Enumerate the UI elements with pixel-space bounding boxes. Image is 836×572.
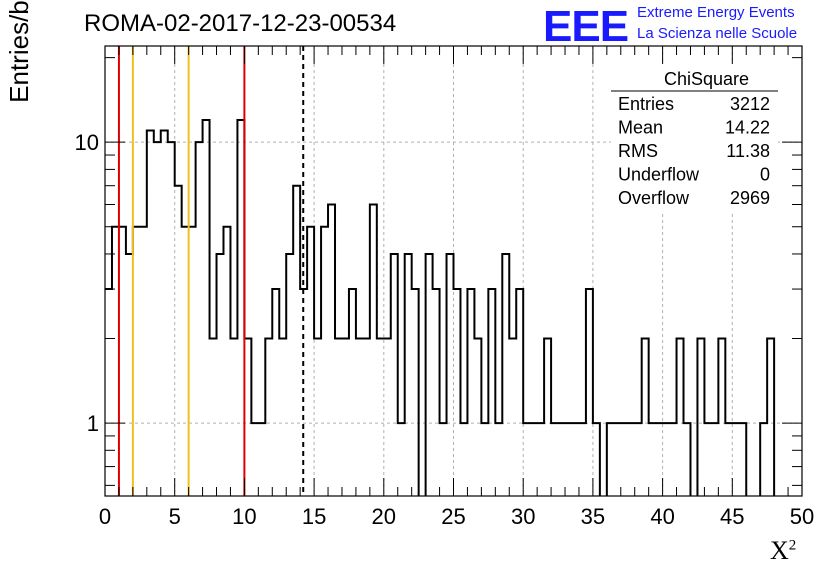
histogram-bars	[105, 118, 776, 496]
x-tick-label: 30	[511, 504, 535, 529]
stats-row-label: Overflow	[618, 188, 690, 208]
page-title: ROMA-02-2017-12-23-00534	[84, 10, 397, 37]
x-tick-label: 50	[790, 504, 814, 529]
stats-row-value: 2969	[730, 188, 770, 208]
x-tick-label: 15	[302, 504, 326, 529]
axis-tick-labels: 0 5 10 15 20 25 30 35 40 45 50 1 10	[75, 130, 815, 529]
x-tick-label: 20	[372, 504, 396, 529]
stats-row-value: 0	[760, 165, 770, 185]
x-tick-label: 10	[232, 504, 256, 529]
stats-box-title: ChiSquare	[664, 69, 749, 89]
x-axis-label-sup: 2	[788, 537, 797, 554]
histogram-outline	[105, 118, 776, 496]
y-tick-label: 10	[75, 130, 99, 155]
x-tick-label: 45	[720, 504, 744, 529]
stats-row-label: Entries	[618, 94, 674, 114]
reference-lines	[117, 46, 305, 496]
stats-box: ChiSquare Entries 3212 Mean 14.22 RMS 11.38 Und…	[611, 64, 778, 212]
stats-row-label: Mean	[618, 118, 663, 138]
stats-row-label: Underflow	[618, 165, 700, 185]
x-tick-label: 0	[99, 504, 111, 529]
x-tick-label: 5	[169, 504, 181, 529]
x-tick-label: 25	[441, 504, 465, 529]
stats-row-value: 14.22	[725, 118, 770, 138]
eee-logo: EEE	[543, 2, 629, 51]
x-axis-label-text: X	[770, 536, 789, 565]
x-axis-label: X2	[770, 536, 796, 566]
x-tick-label: 40	[650, 504, 674, 529]
stats-row-value: 11.38	[726, 141, 770, 161]
stats-box-bg	[611, 64, 778, 212]
y-tick-label: 1	[87, 411, 99, 436]
stats-row-label: RMS	[618, 141, 658, 161]
axis-ticks	[105, 46, 802, 496]
stats-row-value: 3212	[730, 94, 770, 114]
logo-subtitle-line2: La Scienza nelle Scuole	[637, 25, 798, 42]
x-tick-label: 35	[581, 504, 605, 529]
logo-subtitle-line1: Extreme Energy Events	[637, 4, 795, 21]
